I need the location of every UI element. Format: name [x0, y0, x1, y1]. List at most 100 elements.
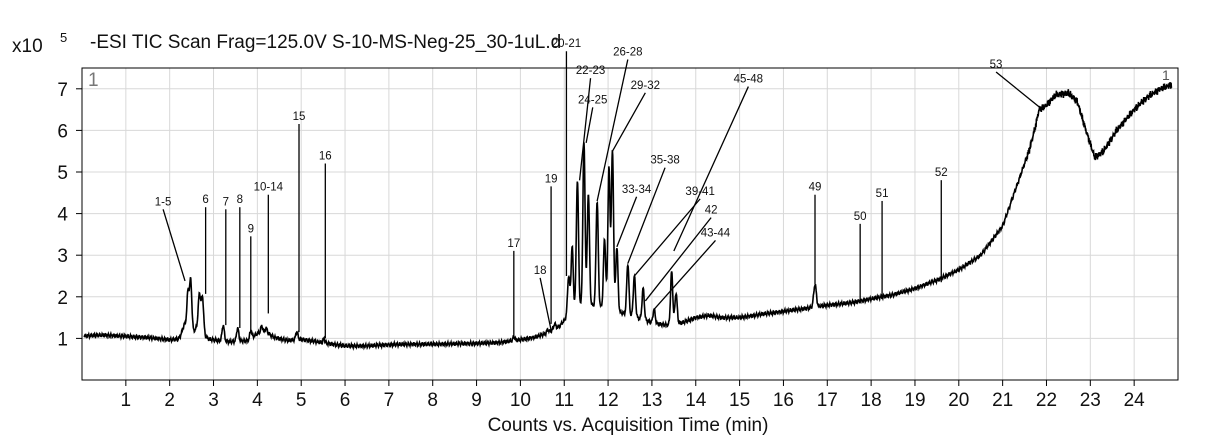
x-tick-label: 16	[773, 390, 794, 411]
peak-annotation: 19	[545, 173, 558, 324]
peak-annotation: 29-32	[611, 80, 660, 152]
peak-annotation: 35-38	[627, 155, 680, 264]
annotation-leader-line	[539, 277, 552, 331]
peak-annotation: 18	[534, 265, 552, 331]
annotation-leader-line	[673, 86, 749, 252]
peak-annotation: 8	[237, 194, 243, 328]
x-tick-label: 18	[861, 390, 882, 411]
peak-annotation: 6	[202, 194, 209, 294]
y-tick-label: 3	[57, 246, 68, 267]
x-tick-labels: 1 2 3 4 5 6 7 8 9 10 11 12 13 14 15 16 17 18 19 20 21 22 23 24	[121, 390, 1146, 411]
peak-annotation: 50	[854, 211, 867, 304]
annotation-label: 50	[854, 211, 867, 223]
peak-annotation: 1-5	[155, 196, 186, 282]
annotation-label: 16	[319, 151, 332, 163]
peak-annotations: 1-5 6 7 8 9 10-14 15 16 17 18 19 20-21 22-23 24-25 26-…	[155, 38, 1041, 339]
peak-annotation: 45-48	[673, 74, 763, 252]
x-tick-label: 17	[817, 390, 838, 411]
annotation-label: 18	[534, 265, 547, 277]
x-tick-label: 12	[598, 390, 619, 411]
annotation-label: 43-44	[701, 227, 731, 239]
x-tick-label: 14	[685, 390, 707, 411]
annotation-label: 42	[705, 205, 718, 217]
annotation-leader-line	[616, 196, 638, 248]
x-tick-label: 7	[384, 390, 395, 411]
x-tick-label: 1	[121, 390, 132, 411]
annotation-label: 20-21	[552, 38, 581, 50]
y-multiplier-label: x10	[12, 36, 43, 57]
peak-annotation: 51	[876, 188, 889, 299]
x-tick-label: 8	[427, 390, 438, 411]
annotation-label: 15	[293, 111, 306, 123]
x-tick-label: 9	[471, 390, 482, 411]
annotation-label: 10-14	[254, 182, 284, 194]
annotation-leader-line	[585, 107, 594, 143]
y-tick-label: 1	[57, 329, 68, 350]
axis-layer	[76, 88, 1135, 386]
peak-annotation: 24-25	[578, 94, 607, 143]
x-tick-label: 10	[510, 390, 531, 411]
annotation-label: 35-38	[650, 155, 679, 167]
annotation-label: 17	[507, 238, 520, 250]
annotation-label: 19	[545, 173, 558, 185]
y-tick-label: 6	[57, 121, 68, 142]
corner-label-left: 1	[88, 70, 99, 91]
peak-annotation: 52	[935, 167, 948, 283]
y-tick-label: 5	[57, 163, 68, 184]
annotation-label: 1-5	[155, 196, 172, 208]
plot-frame	[81, 67, 1179, 381]
x-tick-label: 22	[1036, 390, 1057, 411]
peak-annotation: 20-21	[552, 38, 581, 276]
annotation-label: 49	[809, 182, 822, 194]
x-axis-title: Counts vs. Acquisition Time (min)	[488, 415, 769, 436]
annotation-label: 8	[237, 194, 243, 206]
x-tick-label: 6	[340, 390, 351, 411]
peak-annotation: 7	[223, 196, 229, 326]
peak-annotation: 10-14	[254, 182, 284, 314]
x-tick-label: 5	[296, 390, 307, 411]
x-tick-label: 23	[1080, 390, 1101, 411]
x-tick-label: 24	[1124, 390, 1146, 411]
corner-label-right: 1	[1162, 67, 1170, 83]
annotation-label: 9	[248, 223, 254, 235]
x-tick-label: 15	[729, 390, 750, 411]
peak-annotation: 49	[809, 182, 822, 285]
annotation-label: 51	[876, 188, 889, 200]
annotation-leader-line	[633, 198, 701, 277]
annotation-leader-line	[644, 217, 712, 302]
annotation-label: 22-23	[576, 65, 605, 77]
annotation-label: 24-25	[578, 94, 607, 106]
annotation-leader-line	[596, 59, 629, 202]
peak-annotation: 33-34	[616, 184, 652, 248]
y-tick-label: 7	[57, 80, 68, 101]
x-tick-label: 19	[904, 390, 925, 411]
peak-annotation: 42	[644, 205, 718, 302]
peak-annotation: 17	[507, 238, 520, 337]
annotation-label: 26-28	[613, 47, 642, 59]
annotation-label: 6	[202, 194, 208, 206]
annotation-label: 53	[990, 59, 1003, 71]
chart-title: -ESI TIC Scan Frag=125.0V S-10-MS-Neg-25…	[90, 32, 561, 53]
tic-trace-line	[83, 82, 1173, 351]
annotation-label: 29-32	[631, 80, 660, 92]
annotation-leader-line	[653, 240, 716, 310]
annotation-label: 45-48	[734, 74, 763, 86]
annotation-label: 52	[935, 167, 948, 179]
x-tick-label: 4	[252, 390, 263, 411]
y-tick-label: 2	[57, 288, 68, 309]
peak-annotation: 16	[319, 151, 332, 339]
peak-annotation: 26-28	[596, 47, 643, 202]
peak-annotation: 43-44	[653, 227, 731, 310]
peak-annotation: 9	[248, 223, 254, 331]
annotation-leader-line	[162, 209, 186, 282]
y-tick-labels: 1 2 3 4 5 6 7	[57, 80, 68, 351]
annotation-leader-line	[627, 167, 666, 264]
x-tick-label: 2	[164, 390, 175, 411]
peak-annotation: 22-23	[576, 65, 605, 181]
peak-annotation: 53	[990, 59, 1041, 109]
x-tick-label: 3	[208, 390, 219, 411]
peak-annotation: 15	[293, 111, 306, 333]
annotation-leader-line	[611, 92, 646, 152]
